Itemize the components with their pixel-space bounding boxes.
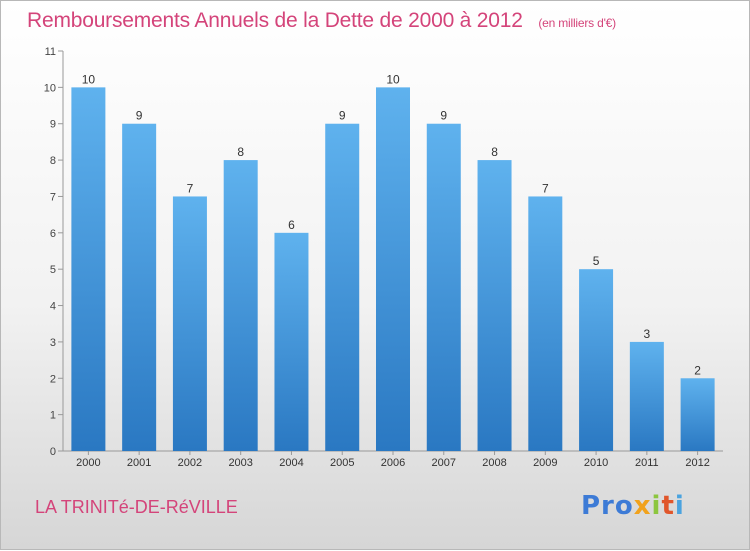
x-tick-label: 2008 (482, 457, 506, 469)
data-label: 10 (82, 72, 96, 86)
data-label: 2 (694, 363, 701, 377)
x-tick-label: 2002 (178, 457, 202, 469)
x-tick-label: 2004 (279, 457, 303, 469)
x-tick-label: 2001 (127, 457, 151, 469)
y-tick-label: 0 (50, 446, 56, 458)
data-label: 6 (288, 218, 295, 232)
y-tick-label: 8 (50, 155, 56, 167)
bar-2011 (629, 341, 664, 451)
x-tick-label: 2007 (432, 457, 456, 469)
y-tick-label: 5 (50, 264, 56, 276)
data-label: 9 (339, 109, 346, 123)
bar-2007 (426, 123, 461, 452)
data-label: 8 (237, 145, 244, 159)
bar-2010 (579, 269, 614, 451)
chart-subtitle: (en milliers d'€) (538, 16, 616, 30)
data-label: 3 (644, 327, 651, 341)
y-tick-label: 1 (50, 410, 56, 422)
data-label: 7 (187, 181, 194, 195)
x-tick-label: 2012 (685, 457, 709, 469)
data-label: 9 (136, 109, 143, 123)
data-label: 9 (440, 109, 447, 123)
y-tick-label: 7 (50, 191, 56, 203)
bar-2001 (122, 123, 157, 452)
x-tick-label: 2010 (584, 457, 608, 469)
x-tick-label: 2009 (533, 457, 557, 469)
y-tick-label: 3 (50, 337, 56, 349)
x-tick-label: 2000 (76, 457, 100, 469)
bar-2004 (274, 232, 309, 451)
data-labels: 10 9 7 8 6 9 10 9 8 7 5 3 2 (82, 72, 702, 377)
bar-2008 (477, 160, 512, 451)
y-tick-label: 6 (50, 228, 56, 240)
data-label: 8 (491, 145, 498, 159)
x-tick-label: 2006 (381, 457, 405, 469)
bar-2012 (680, 378, 715, 451)
y-tick-label: 10 (44, 82, 56, 94)
bar-2000 (71, 87, 106, 451)
data-label: 7 (542, 181, 549, 195)
bar-2002 (172, 196, 207, 451)
bar-2006 (376, 87, 410, 451)
bar-2009 (528, 196, 563, 451)
y-tick-label: 11 (45, 46, 56, 58)
place-name: LA TRINITé-DE-RéVILLE (35, 497, 238, 517)
bars (71, 87, 715, 452)
y-tick-label: 4 (50, 301, 56, 313)
x-tick-label: 2003 (228, 457, 252, 469)
bar-2003 (223, 160, 258, 451)
bar-2005 (325, 123, 360, 452)
y-tick-label: 9 (50, 119, 56, 131)
proxiti-logo: Proxiti (581, 491, 685, 521)
y-tick-label: 2 (50, 373, 56, 385)
chart-title-text: Remboursements Annuels de la Dette de 20… (27, 9, 523, 32)
x-tick-label: 2011 (635, 457, 659, 469)
chart-title: Remboursements Annuels de la Dette de 20… (27, 9, 616, 33)
data-label: 5 (593, 254, 600, 268)
data-label: 10 (386, 72, 400, 86)
x-tick-label: 2005 (330, 457, 354, 469)
